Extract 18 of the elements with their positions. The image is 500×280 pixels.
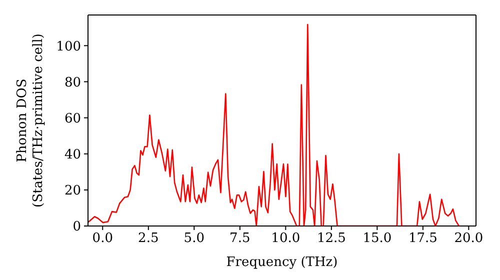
x-tick-label: 12.5 xyxy=(316,231,346,246)
line-series xyxy=(88,24,460,226)
x-tick-label: 0.0 xyxy=(92,231,113,246)
y-tick-label: 60 xyxy=(64,111,81,126)
y-tick-label: 80 xyxy=(64,75,81,90)
x-tick-label: 10.0 xyxy=(271,231,300,246)
x-tick-label: 15.0 xyxy=(362,231,392,246)
x-axis-title: Frequency (THz) xyxy=(226,255,338,270)
x-tick-label: 20.0 xyxy=(454,231,484,246)
x-tick-label: 2.5 xyxy=(138,231,159,246)
x-tick-label: 7.5 xyxy=(230,231,250,246)
y-tick-label: 0 xyxy=(72,220,81,235)
y-tick-label: 20 xyxy=(64,184,81,199)
x-tick-label: 5.0 xyxy=(184,231,204,246)
y-axis-title: Phonon DOS (States/THz·primitive cell) xyxy=(15,33,46,208)
x-tick-label: 17.5 xyxy=(408,231,438,246)
y-tick-label: 100 xyxy=(56,39,81,54)
y-tick-label: 40 xyxy=(64,147,81,162)
